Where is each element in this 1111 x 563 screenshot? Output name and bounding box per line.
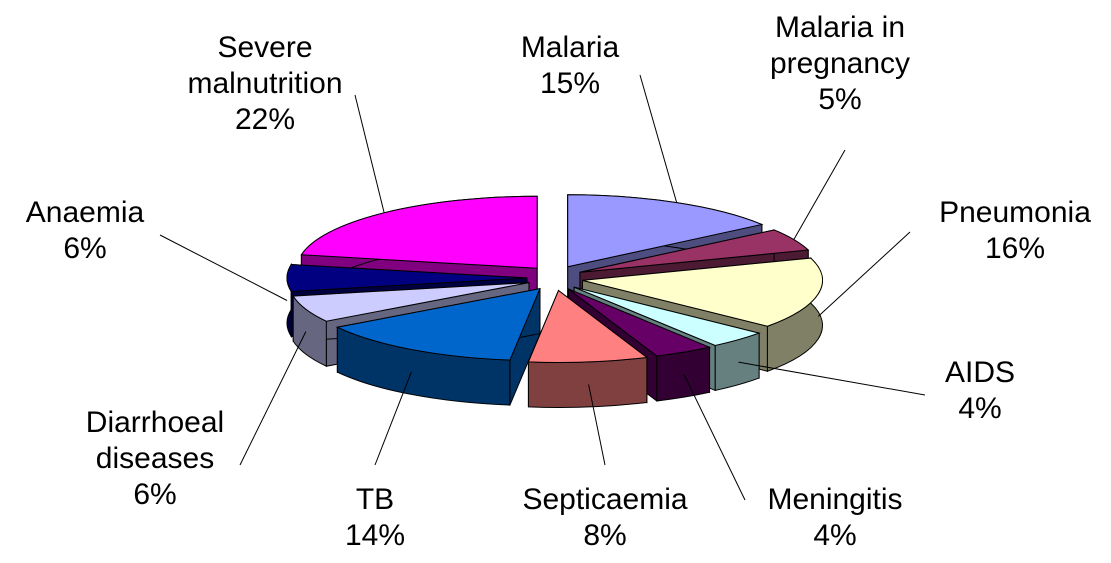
data-label: Pneumonia 16% bbox=[915, 195, 1111, 267]
leader-line bbox=[639, 74, 678, 203]
value-label: 14% bbox=[344, 519, 406, 552]
category-label: Pneumonia bbox=[939, 196, 1091, 229]
data-label: TB 14% bbox=[315, 482, 435, 554]
value-label: 8% bbox=[583, 519, 627, 552]
slice-top bbox=[286, 263, 528, 293]
leader-line bbox=[588, 384, 606, 466]
value-label: 15% bbox=[539, 67, 601, 100]
data-label: Diarrhoeal diseases 6% bbox=[55, 405, 255, 513]
leader-line bbox=[374, 371, 412, 466]
leader-line bbox=[239, 331, 307, 466]
category-label: Severe malnutrition bbox=[187, 31, 343, 100]
slice-top bbox=[568, 288, 712, 357]
category-label: Malaria in pregnancy bbox=[769, 11, 911, 80]
value-label: 6% bbox=[63, 232, 107, 265]
value-label: 22% bbox=[234, 103, 296, 136]
slice-top bbox=[292, 282, 530, 322]
slice-top bbox=[579, 229, 810, 273]
slice-top bbox=[567, 194, 764, 268]
data-label: Anaemia 6% bbox=[5, 195, 165, 267]
category-label: Malaria bbox=[520, 31, 620, 64]
value-label: 4% bbox=[958, 392, 1002, 425]
leader-line bbox=[683, 374, 746, 501]
value-label: 4% bbox=[813, 519, 857, 552]
leader-line bbox=[793, 149, 846, 240]
data-label: Malaria 15% bbox=[490, 30, 650, 102]
leader-line bbox=[738, 361, 926, 396]
slice-top bbox=[300, 195, 538, 269]
leader-line bbox=[159, 234, 288, 301]
category-label: Meningitis bbox=[767, 483, 903, 516]
slice-top bbox=[527, 289, 649, 363]
category-label: Septicaemia bbox=[522, 483, 688, 516]
leader-line bbox=[817, 231, 911, 317]
pie-slice bbox=[527, 289, 649, 408]
data-label: Meningitis 4% bbox=[735, 482, 935, 554]
slice-top bbox=[582, 257, 824, 327]
value-label: 16% bbox=[984, 232, 1046, 265]
category-label: AIDS bbox=[944, 356, 1016, 389]
category-label: Anaemia bbox=[25, 196, 145, 229]
data-label: Severe malnutrition 22% bbox=[165, 30, 365, 138]
data-label: Septicaemia 8% bbox=[505, 482, 705, 554]
data-label: Malaria in pregnancy 5% bbox=[740, 10, 940, 118]
pie-slice bbox=[335, 287, 541, 406]
category-label: TB bbox=[355, 483, 395, 516]
leader-line bbox=[354, 94, 385, 213]
slice-top bbox=[573, 286, 761, 346]
value-label: 6% bbox=[133, 478, 177, 511]
category-label: Diarrhoeal diseases bbox=[85, 406, 225, 475]
value-label: 5% bbox=[818, 83, 862, 116]
slice-side bbox=[527, 356, 648, 408]
slice-top bbox=[335, 287, 541, 361]
data-label: AIDS 4% bbox=[920, 355, 1040, 427]
